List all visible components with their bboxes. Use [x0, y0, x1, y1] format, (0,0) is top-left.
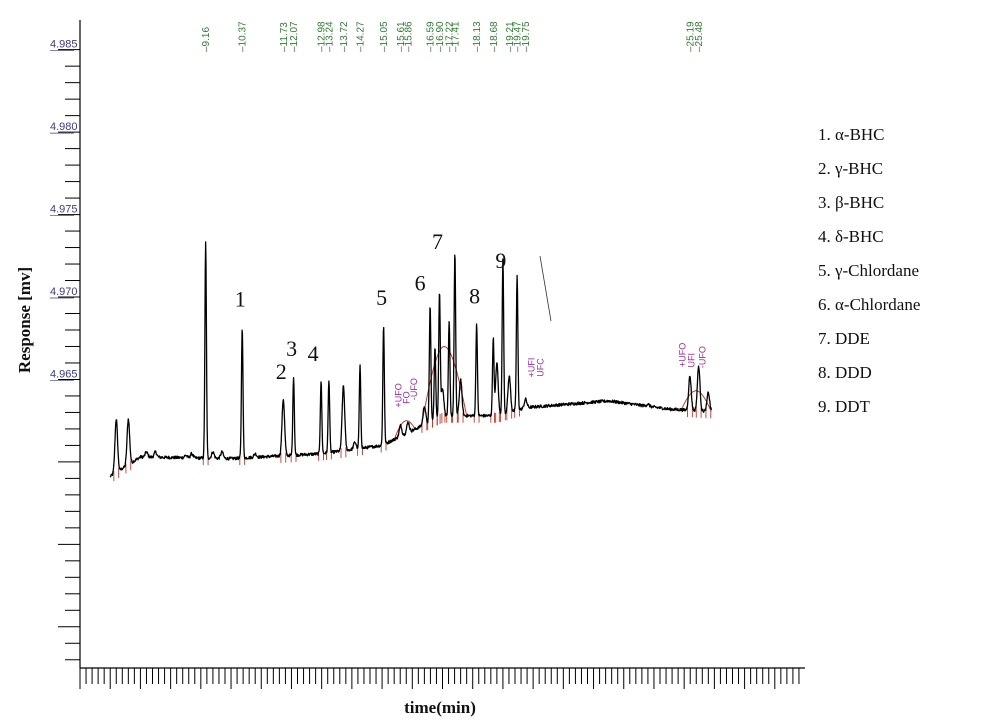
- y-tick-label-2: 4.975: [50, 204, 78, 216]
- rt-label-17: –19.21: [505, 21, 516, 52]
- peak-label-1: 1: [235, 287, 246, 312]
- integration-event-1: FO: [401, 391, 411, 404]
- rt-label-1: –10.37: [238, 21, 249, 52]
- rt-label-0: –9.16: [201, 27, 212, 52]
- legend-item-5: 5. γ-Chlordane: [818, 261, 919, 280]
- rt-label-3: –12.07: [289, 21, 300, 52]
- y-tick-label-0: 4.985: [50, 39, 78, 51]
- rt-label-11: –16.59: [426, 21, 437, 52]
- y-tick-label-4: 4.965: [50, 368, 78, 380]
- legend-item-2: 2. γ-BHC: [818, 159, 883, 178]
- rt-label-8: –15.05: [379, 21, 390, 52]
- y-axis-title: Response [mv]: [15, 267, 34, 373]
- integration-event-2: -UFO: [409, 378, 419, 400]
- legend-item-1: 1. α-BHC: [818, 125, 885, 144]
- x-axis-title: time(min): [404, 698, 476, 717]
- rt-label-12: –16.90: [435, 21, 446, 52]
- retention-time-labels: –9.16 –10.37 –11.73 –12.07 –12.98–13.24 –13.7…: [201, 21, 705, 52]
- integration-event-7: -UFO: [697, 346, 707, 368]
- rt-label-7: –14.27: [356, 21, 367, 52]
- legend: 1. α-BHC 2. γ-BHC 3. β-BHC 4. δ-BHC 5. γ-Chl…: [818, 125, 920, 416]
- integration-event-5: +UFO: [678, 343, 688, 367]
- legend-item-7: 7. DDE: [818, 329, 870, 348]
- rt-label-20: –25.19: [685, 21, 696, 52]
- rt-label-10: –15.86: [404, 21, 415, 52]
- rt-label-21: –25.48: [694, 21, 705, 52]
- y-tick-label-1: 4.980: [50, 121, 78, 133]
- legend-item-9: 9. DDT: [818, 397, 871, 416]
- y-ticks: 4.985 4.980 4.975 4.970 4.965: [50, 39, 80, 661]
- chromatogram-trace: [109, 241, 712, 478]
- integration-event-4: UFC: [536, 358, 546, 377]
- peak-label-8: 8: [469, 283, 480, 308]
- rt-label-2: –11.73: [279, 22, 290, 52]
- x-ticks: [79, 668, 800, 689]
- legend-item-6: 6. α-Chlordane: [818, 295, 920, 314]
- rt-label-16: –18.68: [489, 21, 500, 52]
- legend-item-3: 3. β-BHC: [818, 193, 884, 212]
- peak-number-labels: 1 23 4 5 67 89: [235, 229, 507, 384]
- rt-label-5: –13.24: [324, 21, 335, 52]
- peak-label-2: 2: [276, 359, 287, 384]
- rt-label-15: –18.13: [472, 21, 483, 52]
- rt-label-6: –13.72: [339, 21, 350, 52]
- fitted-baseline-hump: [393, 420, 416, 440]
- integration-markers: [113, 345, 712, 482]
- integration-event-0: +UFO: [394, 383, 404, 407]
- rt-label-4: –12.98: [317, 21, 328, 52]
- axes: 4.985 4.980 4.975 4.970 4.965: [50, 20, 805, 689]
- rt-label-19: –19.75: [521, 21, 532, 52]
- peak-label-4: 4: [308, 341, 319, 366]
- rt-label-14: –17.41: [450, 21, 461, 52]
- rt-label-13: –17.22: [445, 21, 456, 52]
- legend-item-4: 4. δ-BHC: [818, 227, 884, 246]
- peak-label-9: 9: [495, 248, 506, 273]
- legend-item-8: 8. DDD: [818, 363, 872, 382]
- peak-7-leader-line: [539, 255, 552, 322]
- peak-label-7: 7: [432, 229, 443, 254]
- rt-label-18: –19.47: [513, 21, 524, 52]
- rt-label-9: –15.61: [396, 21, 407, 52]
- integration-event-3: +UFI: [527, 358, 537, 378]
- peak-label-6: 6: [415, 270, 426, 295]
- peak-label-3: 3: [286, 336, 297, 361]
- y-tick-label-3: 4.970: [50, 286, 78, 298]
- integration-event-6: UFI: [687, 353, 697, 368]
- peak-label-5: 5: [376, 285, 387, 310]
